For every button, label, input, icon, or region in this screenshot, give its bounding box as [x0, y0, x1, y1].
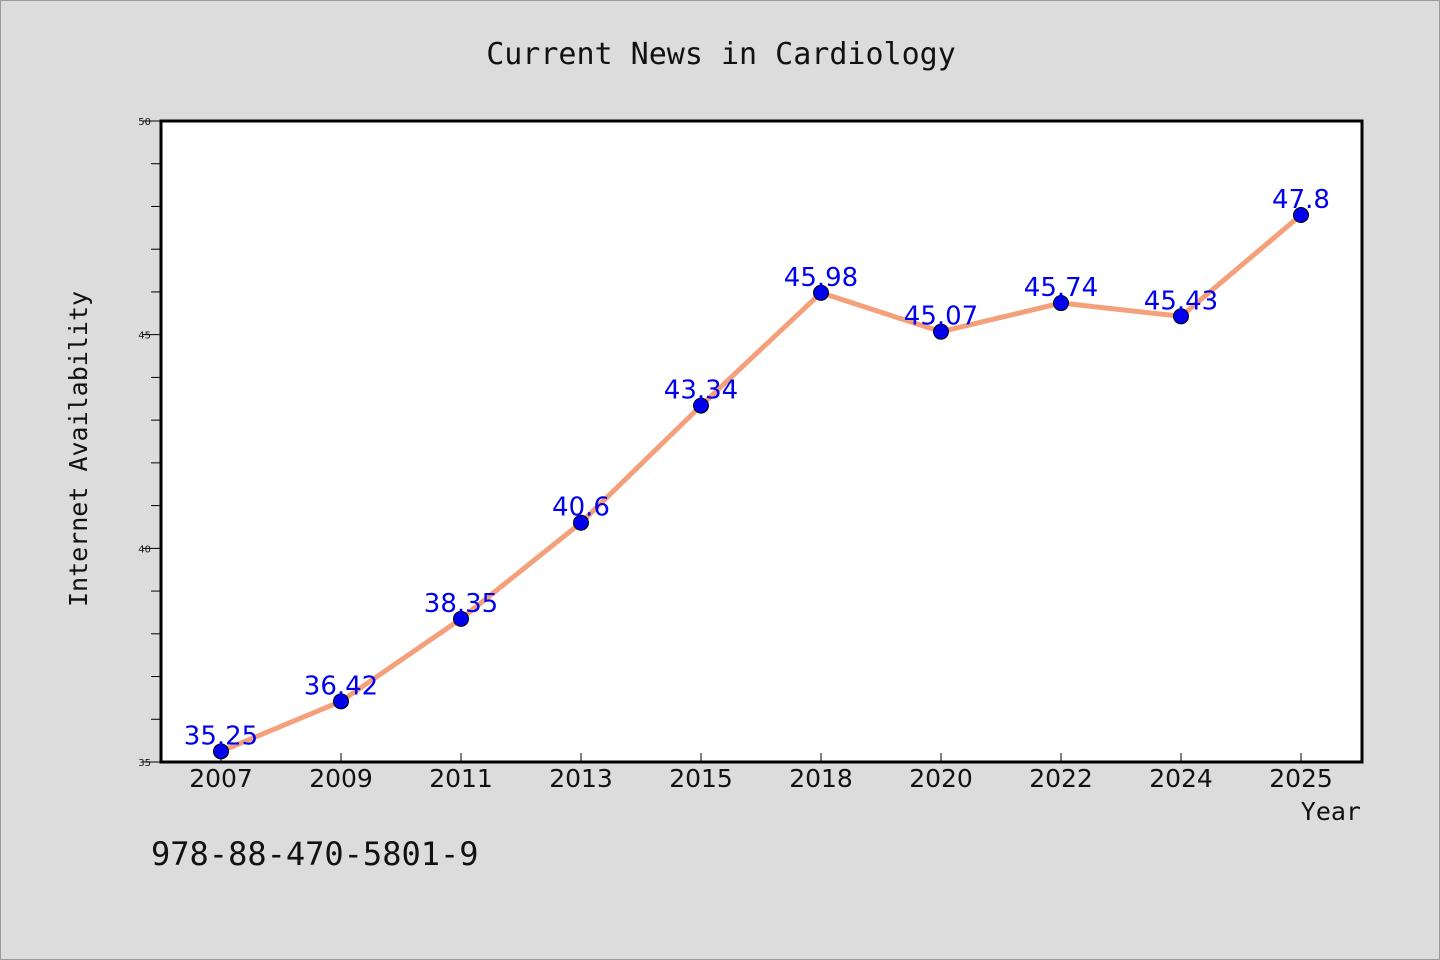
data-point: [1053, 295, 1069, 312]
data-markers: [213, 207, 1309, 760]
data-label: 38.35: [424, 589, 498, 619]
y-tick-label: 40: [138, 544, 151, 555]
data-point: [1293, 207, 1309, 224]
x-tick-label: 2024: [1149, 764, 1213, 793]
plot-area: [159, 119, 1364, 764]
x-tick-label: 2007: [189, 764, 253, 793]
data-point: [333, 693, 349, 710]
x-tick-label: 2020: [909, 764, 973, 793]
x-axis: 2007 2009 2011 2013 2015 2018 2020 2022 2024 2025: [189, 753, 1333, 793]
x-axis-label: Year: [1301, 797, 1361, 826]
data-point: [1173, 308, 1189, 325]
data-label: 40.6: [552, 493, 610, 523]
data-label: 45.98: [784, 263, 858, 293]
x-tick-label: 2009: [309, 764, 373, 793]
data-point: [573, 514, 589, 531]
x-tick-label: 2011: [429, 764, 493, 793]
data-label: 35.25: [184, 721, 258, 751]
series-line: [218, 212, 1304, 754]
isbn-annotation: 978-88-470-5801-9: [151, 835, 479, 873]
data-point: [453, 610, 469, 627]
data-label: 47.8: [1272, 185, 1330, 215]
data-point: [813, 284, 829, 301]
data-label: 45.43: [1144, 286, 1218, 316]
data-label: 45.74: [1024, 273, 1098, 303]
y-tick-label: 45: [138, 331, 151, 342]
data-point: [693, 397, 709, 414]
data-point: [933, 323, 949, 340]
x-tick-label: 2013: [549, 764, 613, 793]
x-tick-label: 2015: [669, 764, 733, 793]
y-axis-label: Internet Availability: [64, 291, 93, 607]
x-tick-label: 2018: [789, 764, 853, 793]
y-axis: 35 40 45 50: [138, 117, 161, 769]
y-tick-label: 50: [138, 117, 151, 128]
data-label: 43.34: [664, 376, 738, 406]
x-tick-label: 2025: [1269, 764, 1333, 793]
data-labels: 35.25 36.42 38.35 40.6 43.34 45.98 45.07 45.74 4…: [184, 185, 1330, 751]
data-point: [213, 743, 229, 760]
x-tick-label: 2022: [1029, 764, 1093, 793]
chart-title: Current News in Cardiology: [486, 37, 956, 72]
data-label: 45.07: [904, 302, 978, 332]
y-tick-label: 35: [138, 758, 151, 769]
data-label: 36.42: [304, 671, 378, 701]
